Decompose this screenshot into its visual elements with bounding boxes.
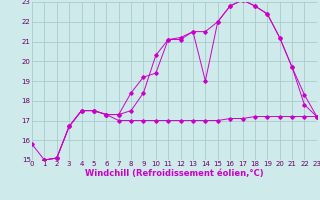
- X-axis label: Windchill (Refroidissement éolien,°C): Windchill (Refroidissement éolien,°C): [85, 169, 264, 178]
